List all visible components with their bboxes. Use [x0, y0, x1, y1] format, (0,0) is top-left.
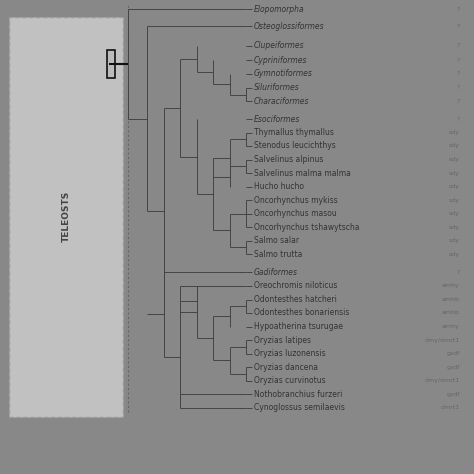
Text: Cynoglossus semilaevis: Cynoglossus semilaevis: [254, 403, 345, 412]
Text: Esociformes: Esociformes: [254, 115, 300, 124]
Text: Oncorhynchus masou: Oncorhynchus masou: [254, 210, 337, 218]
Text: sdy: sdy: [449, 198, 460, 202]
Text: Elopomorpha: Elopomorpha: [254, 5, 304, 14]
Text: Cypriniformes: Cypriniformes: [254, 56, 307, 64]
Text: Osteoglossiformes: Osteoglossiformes: [254, 22, 324, 30]
Text: Salvelinus alpinus: Salvelinus alpinus: [254, 155, 323, 164]
Text: dmy/dmrt1: dmy/dmrt1: [425, 378, 460, 383]
Text: amhy: amhy: [442, 324, 460, 329]
Text: Hypoatherina tsurugae: Hypoatherina tsurugae: [254, 322, 343, 331]
Text: dmrt1: dmrt1: [441, 405, 460, 410]
Text: Salmo salar: Salmo salar: [254, 237, 299, 245]
Text: sdy: sdy: [449, 252, 460, 256]
Text: Nothobranchius furzeri: Nothobranchius furzeri: [254, 390, 342, 399]
Text: amhb: amhb: [442, 310, 460, 315]
Text: ?: ?: [456, 117, 460, 122]
Text: Oryzias latipes: Oryzias latipes: [254, 336, 310, 345]
Text: Odontesthes hatcheri: Odontesthes hatcheri: [254, 295, 337, 304]
Text: sdy: sdy: [449, 157, 460, 162]
Text: Salvelinus malma malma: Salvelinus malma malma: [254, 169, 350, 177]
Text: amhb: amhb: [442, 297, 460, 302]
Text: sdy: sdy: [449, 144, 460, 148]
Text: ?: ?: [456, 58, 460, 63]
Text: Gadiformes: Gadiformes: [254, 268, 298, 276]
Text: Salmo trutta: Salmo trutta: [254, 250, 302, 258]
Text: Characiformes: Characiformes: [254, 97, 309, 106]
Text: sdy: sdy: [449, 238, 460, 243]
Text: ?: ?: [456, 72, 460, 76]
Text: TELEOSTS: TELEOSTS: [62, 191, 71, 243]
Text: sdy: sdy: [449, 171, 460, 175]
Text: ?: ?: [456, 270, 460, 274]
Text: amhy: amhy: [442, 283, 460, 288]
Text: Oryzias curvinotus: Oryzias curvinotus: [254, 376, 325, 385]
Text: ?: ?: [456, 44, 460, 48]
Text: Oryzias luzonensis: Oryzias luzonensis: [254, 349, 325, 358]
Text: ?: ?: [456, 99, 460, 104]
Text: gsdf: gsdf: [447, 365, 460, 370]
FancyBboxPatch shape: [107, 50, 115, 78]
Text: Oryzias dancena: Oryzias dancena: [254, 363, 318, 372]
Text: Clupeiformes: Clupeiformes: [254, 42, 304, 50]
Text: sdy: sdy: [449, 211, 460, 216]
Text: Siluriformes: Siluriformes: [254, 83, 300, 92]
Text: Oncorhynchus tshawytscha: Oncorhynchus tshawytscha: [254, 223, 359, 231]
Text: ?: ?: [456, 7, 460, 12]
Text: Gymnotiformes: Gymnotiformes: [254, 70, 312, 78]
Text: ?: ?: [456, 24, 460, 28]
Text: Hucho hucho: Hucho hucho: [254, 182, 303, 191]
Text: Stenodus leucichthys: Stenodus leucichthys: [254, 142, 335, 150]
Text: Oreochromis niloticus: Oreochromis niloticus: [254, 282, 337, 290]
Text: sdy: sdy: [449, 184, 460, 189]
Text: sdy: sdy: [449, 130, 460, 135]
Text: sdy: sdy: [449, 225, 460, 229]
Text: Thymallus thymallus: Thymallus thymallus: [254, 128, 334, 137]
Text: gsdf: gsdf: [447, 392, 460, 397]
Text: dmy/dmrt1: dmy/dmrt1: [425, 338, 460, 343]
Text: Odontesthes bonariensis: Odontesthes bonariensis: [254, 309, 349, 317]
Text: ?: ?: [456, 85, 460, 90]
Text: Oncorhynchus mykiss: Oncorhynchus mykiss: [254, 196, 337, 204]
Text: gsdf: gsdf: [447, 351, 460, 356]
FancyBboxPatch shape: [9, 17, 123, 417]
